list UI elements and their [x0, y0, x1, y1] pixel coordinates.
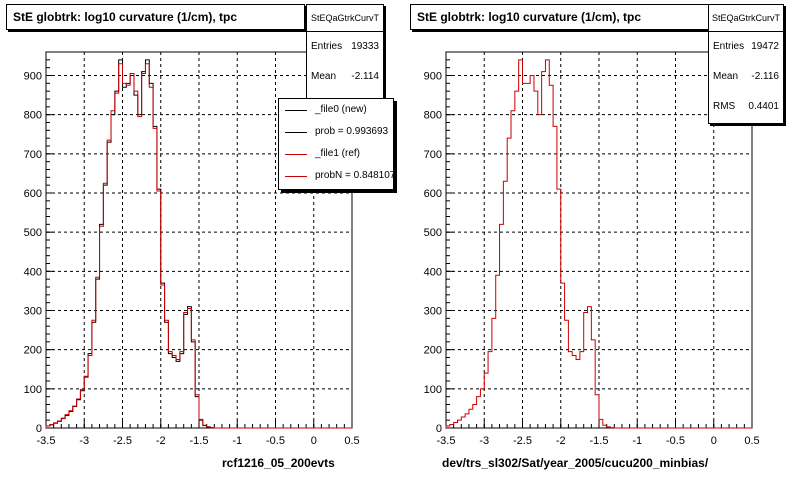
left-title-text: StE globtrk: log10 curvature (1/cm), tpc — [13, 10, 238, 24]
right-stats-box: StEQaGtrkCurvT Entries 19472 Mean -2.116… — [708, 4, 784, 124]
y-tick-label: 800 — [424, 110, 442, 122]
x-tick-label: -3 — [479, 435, 489, 447]
x-tick-label: -3 — [79, 435, 89, 447]
y-tick-label: 0 — [436, 423, 442, 435]
left-histogram-panel: -3.5 -3 -2.5 -2 -1.5 -1 -0.5 0 0.5 0 100 200 300 400 5… — [6, 4, 394, 470]
y-tick-label: 100 — [24, 384, 42, 396]
y-tick-label: 0 — [36, 423, 42, 435]
y-tick-label: 400 — [24, 266, 42, 278]
left-histogram-plot: -3.5 -3 -2.5 -2 -1.5 -1 -0.5 0 0.5 0 100 200 300 400 5… — [24, 51, 360, 447]
stats-label: Mean — [311, 71, 337, 82]
y-tick-label: 100 — [424, 384, 442, 396]
legend-line-black — [285, 132, 307, 133]
y-tick-label: 600 — [424, 188, 442, 200]
left-legend: _file0 (new) prob = 0.993693 _file1 (ref… — [278, 98, 394, 190]
left-histogram-title: StE globtrk: log10 curvature (1/cm), tpc — [6, 4, 305, 30]
left-x-axis-label: rcf1216_05_200evts — [222, 456, 335, 470]
y-tick-label: 700 — [24, 149, 42, 161]
legend-entry: _file1 (ref) — [279, 143, 393, 165]
right-stats-row-rms: RMS 0.4401 — [709, 92, 783, 122]
stats-label: Mean — [713, 71, 739, 82]
y-tick-label: 200 — [24, 345, 42, 357]
x-tick-label: -0.5 — [266, 435, 285, 447]
y-tick-label: 700 — [424, 149, 442, 161]
y-tick-label: 400 — [424, 266, 442, 278]
legend-entry: _file0 (new) — [279, 99, 393, 121]
y-tick-label: 800 — [24, 110, 42, 122]
x-tick-label: -2.5 — [513, 435, 532, 447]
legend-label: _file0 (new) — [315, 104, 367, 115]
legend-entry: prob = 0.993693 — [279, 121, 393, 143]
x-tick-label: -3.5 — [37, 435, 56, 447]
right-histogram-panel: -3.5 -3 -2.5 -2 -1.5 -1 -0.5 0 0.5 0 100 200 300 400 5… — [400, 0, 800, 480]
x-tick-label: 0.5 — [344, 435, 359, 447]
stats-label: Entries — [713, 41, 745, 52]
y-tick-label: 600 — [24, 188, 42, 200]
legend-line-red — [285, 154, 307, 155]
x-tick-label: -2 — [156, 435, 166, 447]
legend-entry: probN = 0.848107 — [279, 165, 393, 187]
x-tick-label: -0.5 — [666, 435, 685, 447]
stats-value: 19333 — [351, 41, 379, 52]
right-histogram-title: StE globtrk: log10 curvature (1/cm), tpc — [410, 4, 709, 30]
x-tick-label: -1 — [232, 435, 242, 447]
y-tick-label: 500 — [424, 227, 442, 239]
y-tick-label: 500 — [24, 227, 42, 239]
y-tick-label: 300 — [24, 306, 42, 318]
y-tick-label: 200 — [424, 345, 442, 357]
right-stats-name: StEQaGtrkCurvT — [709, 5, 783, 32]
stats-label: RMS — [713, 101, 736, 112]
right-histogram-plot: -3.5 -3 -2.5 -2 -1.5 -1 -0.5 0 0.5 0 100 200 300 400 5… — [424, 51, 760, 447]
legend-line-red — [285, 176, 307, 177]
stats-label: Entries — [311, 41, 343, 52]
histogram-series-line — [445, 59, 752, 429]
y-tick-label: 300 — [424, 306, 442, 318]
y-tick-label: 900 — [24, 71, 42, 83]
x-tick-label: -2 — [556, 435, 566, 447]
histogram-series-line — [45, 63, 352, 429]
x-tick-label: -1.5 — [190, 435, 209, 447]
left-stats-row-entries: Entries 19333 — [307, 32, 383, 62]
right-title-text: StE globtrk: log10 curvature (1/cm), tpc — [417, 10, 642, 24]
stats-value: -2.114 — [351, 71, 379, 82]
right-x-axis-label: dev/trs_sl302/Sat/year_2005/cucu200_minb… — [442, 456, 709, 470]
legend-label: _file1 (ref) — [315, 148, 361, 159]
legend-line-black — [285, 110, 307, 111]
x-tick-label: 0 — [311, 435, 317, 447]
stats-value: -2.116 — [751, 71, 779, 82]
legend-label: prob = 0.993693 — [315, 126, 389, 137]
x-tick-label: -2.5 — [113, 435, 132, 447]
right-stats-row-entries: Entries 19472 — [709, 32, 783, 62]
legend-label: probN = 0.848107 — [315, 170, 394, 181]
x-tick-label: -3.5 — [437, 435, 456, 447]
left-stats-row-mean: Mean -2.114 — [307, 62, 383, 92]
left-stats-name: StEQaGtrkCurvT — [307, 5, 383, 32]
stats-value: 19472 — [751, 41, 779, 52]
x-tick-label: 0.5 — [744, 435, 759, 447]
x-tick-label: -1 — [632, 435, 642, 447]
stats-value: 0.4401 — [748, 101, 779, 112]
right-stats-row-mean: Mean -2.116 — [709, 62, 783, 92]
y-tick-label: 900 — [424, 71, 442, 83]
x-tick-label: 0 — [711, 435, 717, 447]
x-tick-label: -1.5 — [590, 435, 609, 447]
